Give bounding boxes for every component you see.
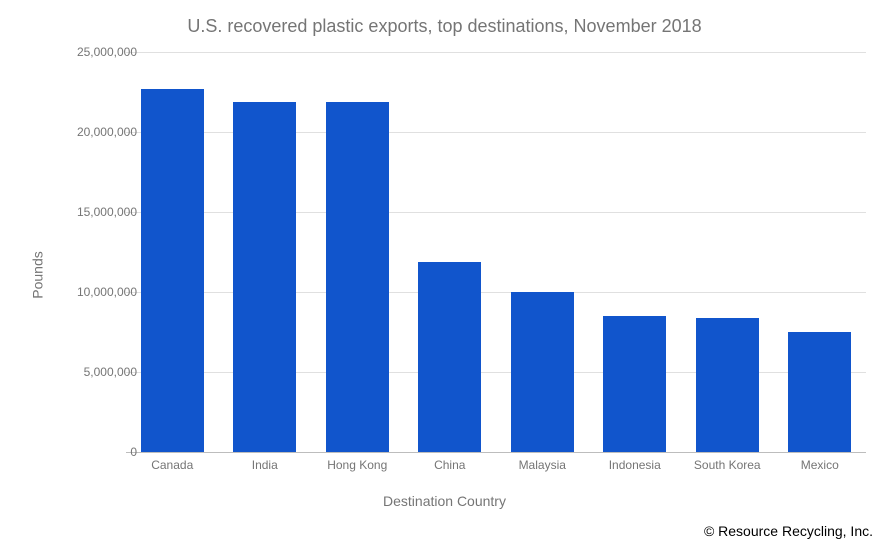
bar: [696, 318, 759, 452]
x-tick-label: Malaysia: [496, 458, 589, 472]
x-tick-label: Canada: [126, 458, 219, 472]
y-tick-label: 10,000,000: [27, 285, 137, 299]
x-tick-label: Hong Kong: [311, 458, 404, 472]
x-tick-label: South Korea: [681, 458, 774, 472]
y-tick-label: 5,000,000: [27, 365, 137, 379]
copyright-text: © Resource Recycling, Inc.: [704, 523, 873, 539]
bar: [141, 89, 204, 452]
y-tick-label: 20,000,000: [27, 125, 137, 139]
chart-plot-area: CanadaIndiaHong KongChinaMalaysiaIndones…: [126, 52, 866, 452]
chart-title: U.S. recovered plastic exports, top dest…: [0, 16, 889, 37]
bar: [603, 316, 666, 452]
x-tick-label: China: [404, 458, 497, 472]
baseline: [126, 452, 866, 453]
bar: [233, 102, 296, 452]
bar: [418, 262, 481, 452]
x-axis-label: Destination Country: [0, 493, 889, 509]
bar: [788, 332, 851, 452]
gridline: [126, 52, 866, 53]
x-tick-label: Indonesia: [589, 458, 682, 472]
y-tick-label: 15,000,000: [27, 205, 137, 219]
bar: [326, 102, 389, 452]
x-tick-label: India: [219, 458, 312, 472]
y-tick-label: 0: [27, 445, 137, 459]
y-tick-label: 25,000,000: [27, 45, 137, 59]
bar: [511, 292, 574, 452]
x-tick-label: Mexico: [774, 458, 867, 472]
